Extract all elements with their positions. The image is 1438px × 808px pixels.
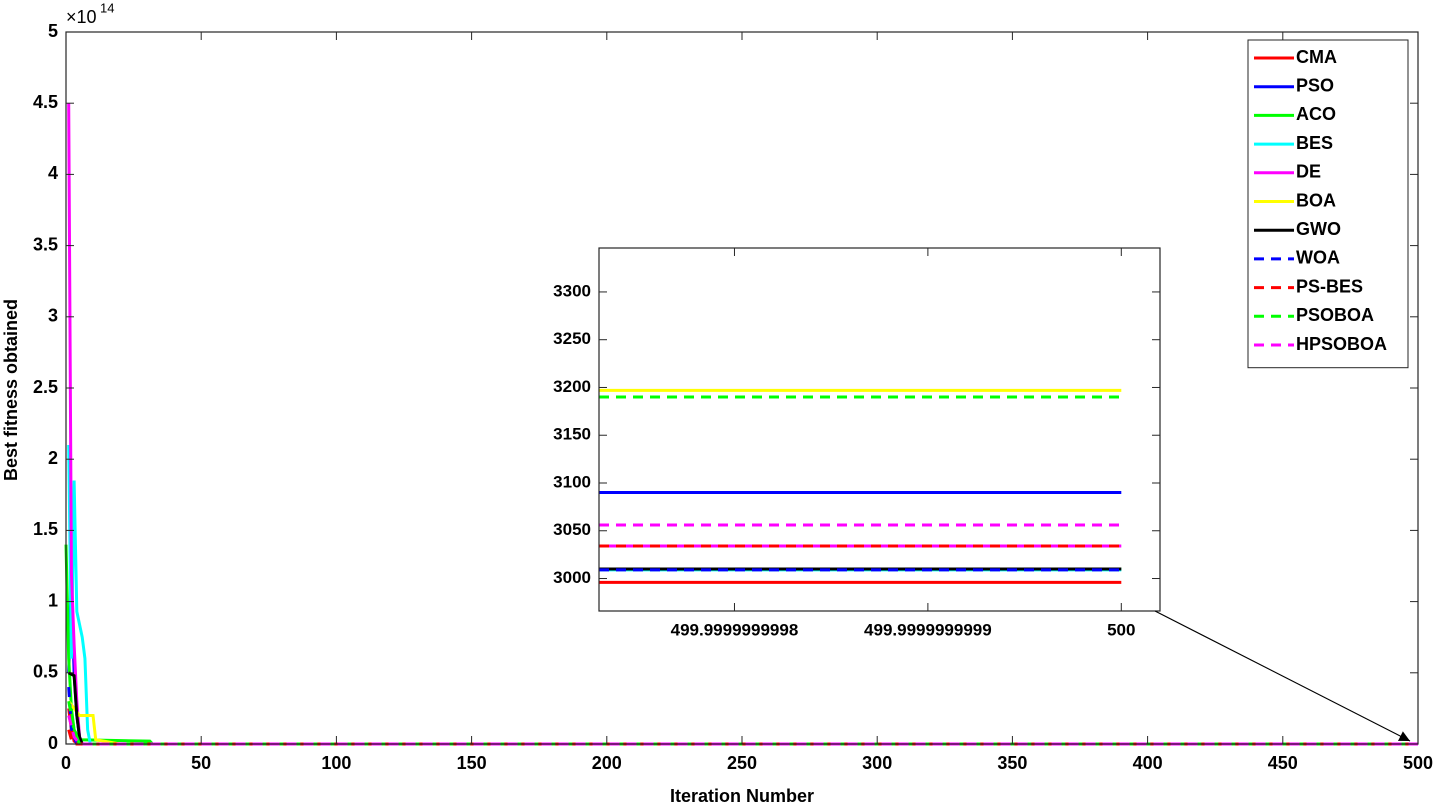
x-tick-label: 350 (997, 753, 1027, 773)
y-tick-label: 3.5 (33, 234, 58, 254)
legend-label: PS-BES (1296, 276, 1363, 296)
inset-plot: 499.9999999998 499.9999999999 500 3000 3050 3… (553, 247, 1161, 639)
x-tick-label: 500 (1403, 753, 1433, 773)
y-multiplier-exponent: 14 (100, 0, 114, 15)
y-tick-label: 1 (48, 590, 58, 610)
y-tick-label: 4.5 (33, 92, 58, 112)
y-tick-label: 2 (48, 448, 58, 468)
y-tick-label: 3000 (553, 568, 591, 587)
x-tick-label: 499.9999999999 (864, 620, 992, 639)
y-tick-label: 3100 (553, 472, 591, 491)
y-axis-label: Best fitness obtained (1, 299, 21, 481)
legend-label: CMA (1296, 47, 1337, 67)
y-tick-label: 2.5 (33, 377, 58, 397)
y-multiplier: ×10 (66, 7, 97, 27)
x-tick-label: 400 (1133, 753, 1163, 773)
x-tick-label: 500 (1107, 620, 1135, 639)
legend-box (1247, 39, 1409, 369)
series-line (67, 701, 1418, 746)
y-tick-label: 3300 (553, 281, 591, 300)
y-tick-label: 3050 (553, 520, 591, 539)
y-tick-label: 4 (48, 163, 58, 183)
legend-label: WOA (1296, 248, 1340, 268)
x-tick-label: 0 (61, 753, 71, 773)
x-tick-label: 50 (191, 753, 211, 773)
x-tick-label: 100 (321, 753, 351, 773)
main-plot: 0 50 100 150 200 250 300 350 400 450 500 0 0.5 1 1.5 2 2… (33, 21, 1433, 773)
y-tick-label: 3 (48, 306, 58, 326)
plot-area (599, 248, 1160, 611)
y-tick-label: 0.5 (33, 662, 58, 682)
y-tick-label: 5 (48, 21, 58, 41)
legend-label: PSOBOA (1296, 305, 1374, 325)
x-tick-label: 499.9999999998 (671, 620, 799, 639)
y-tick-label: 1.5 (33, 519, 58, 539)
legend-label: PSO (1296, 75, 1334, 95)
y-tick-label: 3250 (553, 329, 591, 348)
x-axis-label: Iteration Number (670, 786, 814, 806)
x-tick-label: 250 (727, 753, 757, 773)
plot-frame (598, 247, 1161, 612)
x-tick-label: 450 (1268, 753, 1298, 773)
y-tick-label: 3200 (553, 377, 591, 396)
legend-label: BOA (1296, 190, 1336, 210)
legend-label: ACO (1296, 104, 1336, 124)
zoom-arrow (1154, 610, 1411, 742)
x-tick-label: 300 (862, 753, 892, 773)
y-tick-label: 0 (48, 733, 58, 753)
legend-label: GWO (1296, 219, 1341, 239)
legend-label: HPSOBOA (1296, 334, 1387, 354)
y-tick-label: 3150 (553, 425, 591, 444)
x-tick-label: 200 (592, 753, 622, 773)
legend-label: DE (1296, 162, 1321, 182)
x-tick-label: 150 (457, 753, 487, 773)
legend-label: BES (1296, 133, 1333, 153)
